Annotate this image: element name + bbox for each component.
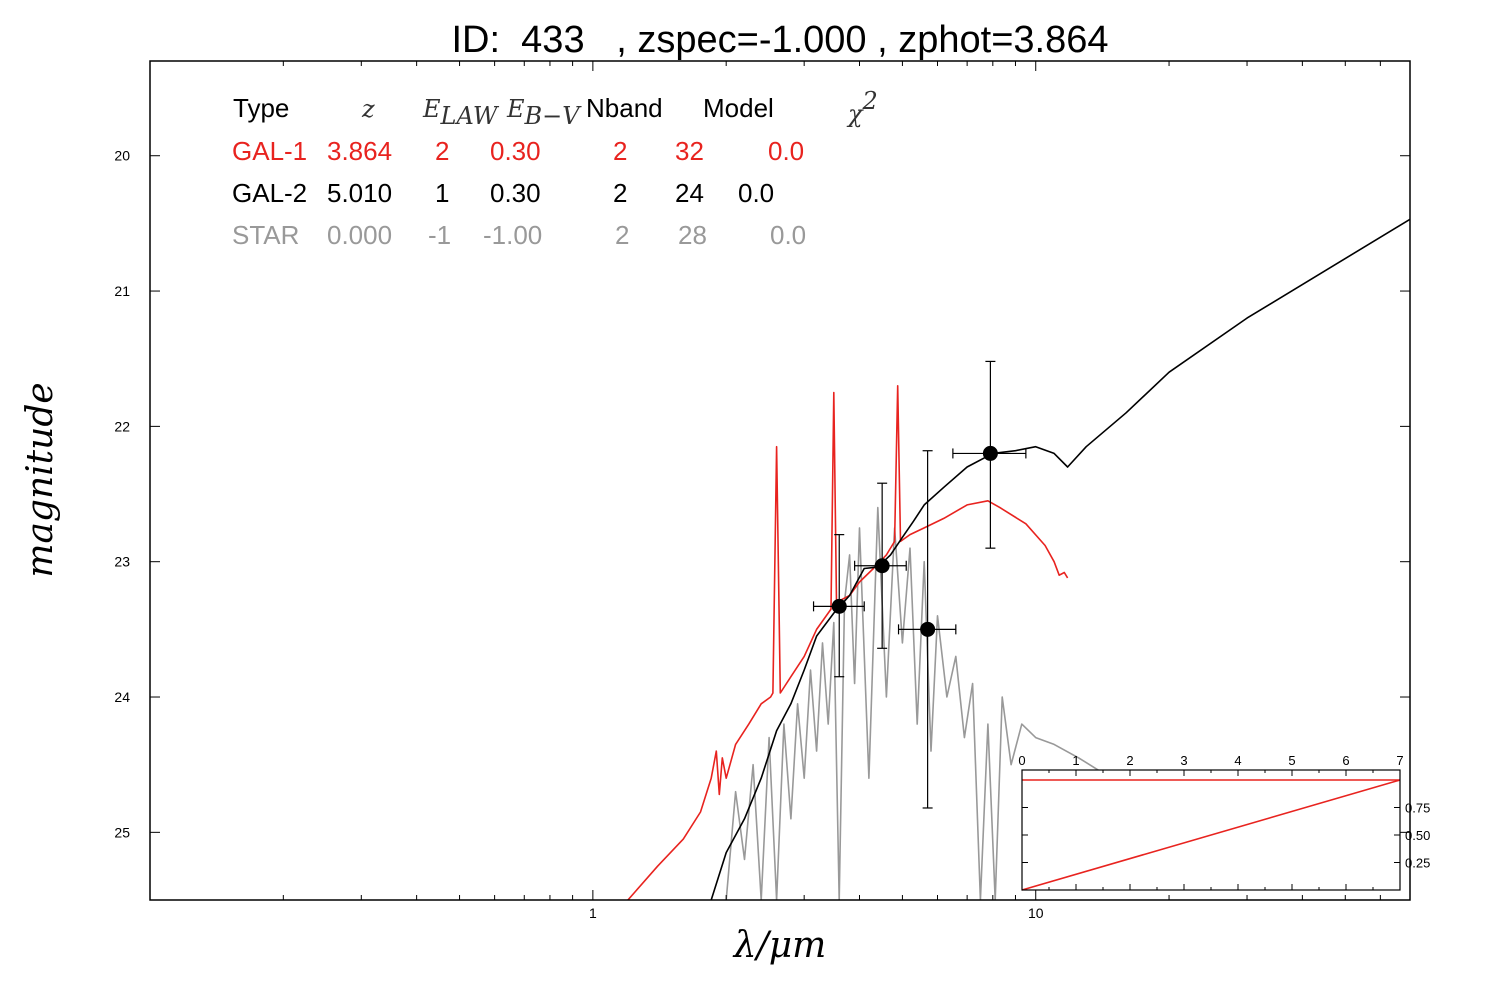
row-model: 32 — [675, 136, 704, 166]
row-model: 24 — [675, 178, 704, 208]
table-header-z: z — [361, 95, 375, 123]
inset-x-tick-label: 0 — [1018, 753, 1025, 768]
inset-ticks: 0 1 2 3 4 5 6 7 0.25 0.50 0.75 — [1018, 753, 1430, 890]
row-elaw: -1 — [428, 220, 451, 250]
inset-y-tick-label: 0.50 — [1405, 828, 1430, 843]
y-tick-label: 21 — [114, 283, 130, 299]
inset-x-tick-label: 1 — [1072, 753, 1079, 768]
series-layer — [627, 218, 1410, 900]
redshift-pdf-inset: 0 1 2 3 4 5 6 7 0.25 0.50 0.75 — [1018, 753, 1430, 891]
table-header-type: Type — [233, 93, 289, 123]
inset-y-tick-label: 0.75 — [1405, 801, 1430, 816]
table-header-model: Model — [703, 93, 774, 123]
row-z: 5.010 — [327, 178, 392, 208]
y-tick-label: 22 — [114, 418, 130, 434]
row-chi2: 0.0 — [738, 178, 774, 208]
table-header-nband: Nband — [586, 93, 663, 123]
row-type: GAL-1 — [232, 136, 307, 166]
data-point-marker — [874, 558, 890, 574]
series-line-gal-1 — [627, 385, 1069, 900]
data-point-marker — [831, 598, 847, 614]
row-elaw: 2 — [435, 136, 449, 166]
row-type: STAR — [232, 220, 299, 250]
row-type: GAL-2 — [232, 178, 307, 208]
data-point-marker — [920, 621, 936, 637]
inset-x-tick-label: 6 — [1342, 753, 1349, 768]
row-elaw: 1 — [435, 178, 449, 208]
y-axis-label: magnitude — [20, 382, 61, 577]
table-header-elaw: ELAW — [422, 95, 500, 130]
table-header-ebv: EB−V — [506, 95, 582, 130]
data-point — [952, 360, 1027, 549]
data-point-marker — [982, 445, 998, 461]
row-chi2: 0.0 — [770, 220, 806, 250]
inset-x-tick-label: 5 — [1288, 753, 1295, 768]
table-row-star: STAR 0.000 -1 -1.00 2 28 0.0 — [232, 220, 806, 250]
table-header-chi2: χ2 — [846, 87, 878, 128]
series-line-star — [725, 506, 1101, 900]
row-nband: 2 — [613, 136, 627, 166]
data-point — [812, 534, 865, 678]
inset-y-tick-label: 0.25 — [1405, 856, 1430, 871]
row-z: 3.864 — [327, 136, 392, 166]
row-ebv: 0.30 — [490, 136, 541, 166]
y-tick-label: 25 — [114, 824, 130, 840]
fit-results-table: Type z ELAW EB−V Nband Model χ2 GAL-1 3.… — [232, 87, 878, 250]
data-point — [897, 450, 957, 809]
row-nband: 2 — [615, 220, 629, 250]
observations-layer — [812, 360, 1027, 809]
data-point — [854, 482, 907, 649]
inset-x-tick-label: 4 — [1234, 753, 1241, 768]
inset-lines — [1021, 779, 1401, 891]
row-model: 28 — [678, 220, 707, 250]
inset-line — [1021, 779, 1401, 891]
row-chi2: 0.0 — [768, 136, 804, 166]
row-ebv: -1.00 — [483, 220, 542, 250]
y-tick-label: 23 — [114, 554, 130, 570]
chart-title: ID: 433 , zspec=-1.000 , zphot=3.864 — [452, 19, 1109, 61]
y-tick-label: 20 — [114, 148, 130, 164]
inset-background — [1022, 770, 1400, 890]
y-tick-label: 24 — [114, 689, 130, 705]
inset-x-tick-label: 7 — [1396, 753, 1403, 768]
inset-x-tick-label: 2 — [1126, 753, 1133, 768]
x-axis-label: λ/μm — [732, 925, 826, 966]
row-z: 0.000 — [327, 220, 392, 250]
x-tick-label: 1 — [589, 905, 597, 921]
inset-x-tick-label: 3 — [1180, 753, 1187, 768]
plot-frame — [149, 60, 1411, 901]
table-row-gal-1: GAL-1 3.864 2 0.30 2 32 0.0 — [232, 136, 804, 166]
series-line-gal-2 — [710, 218, 1410, 900]
row-ebv: 0.30 — [490, 178, 541, 208]
x-tick-label: 10 — [1028, 905, 1044, 921]
row-nband: 2 — [613, 178, 627, 208]
table-row-gal-2: GAL-2 5.010 1 0.30 2 24 0.0 — [232, 178, 774, 208]
